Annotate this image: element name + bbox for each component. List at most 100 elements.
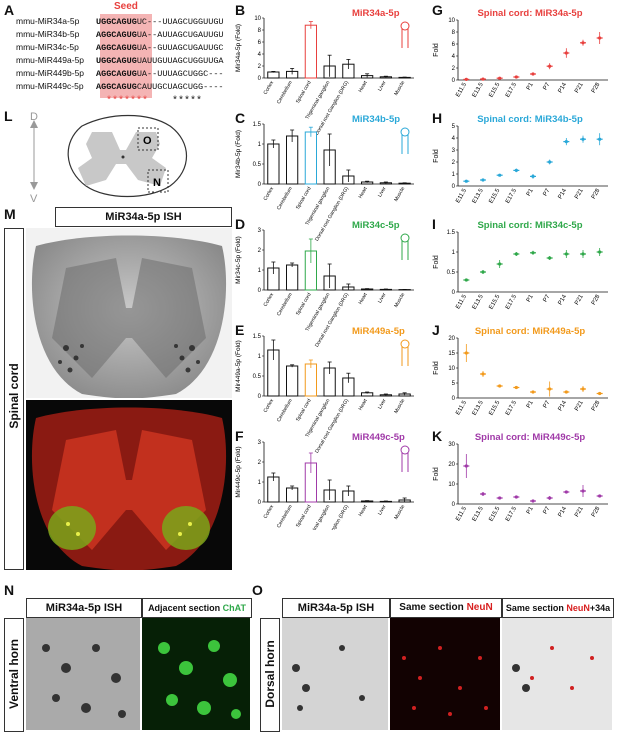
y-tick-label: 8 [452, 30, 456, 36]
x-tick-label: Cerebellum [276, 186, 294, 211]
x-tick-label: P28 [591, 81, 602, 94]
y-axis-label: Fold [433, 255, 440, 269]
panel-label-i: I [432, 216, 436, 232]
data-point [498, 173, 502, 177]
hairpin-icon [400, 445, 410, 472]
x-tick-label: E11.5 [455, 505, 468, 522]
data-point [564, 390, 568, 394]
dorsal-arrow-icon [30, 120, 38, 128]
y-tick-label: 0 [452, 396, 456, 402]
x-tick-label: P28 [591, 505, 602, 518]
data-point [481, 372, 485, 376]
x-tick-label: E11.5 [455, 187, 468, 204]
x-tick-label: Spinal cord [295, 80, 313, 105]
hairpin-icon [400, 233, 410, 260]
x-tick-label: E15.5 [488, 505, 501, 522]
n-header-right: Adjacent section ChAT [142, 598, 252, 618]
x-tick-label: P21 [574, 505, 585, 518]
sequence-row: mmu-MiR34c-5p AGGCAGUGUA--GUUAGCUGAUUGC [16, 42, 224, 53]
o-neun-image [390, 618, 500, 730]
x-tick-label: P1 [526, 505, 535, 515]
x-tick-label: P1 [526, 187, 535, 197]
panel-label-b: B [235, 2, 246, 18]
y-axis-label: Fold [433, 467, 440, 481]
data-point [564, 252, 568, 256]
spinal-cord-schematic: D V O N [20, 110, 230, 205]
bar [304, 131, 317, 185]
x-tick-label: P1 [526, 399, 535, 409]
panel-label-a: A [4, 2, 15, 18]
x-tick-label: Cerebellum [276, 80, 294, 105]
data-point [514, 385, 518, 390]
tail-conservation-stars: ***** [172, 96, 203, 107]
x-tick-label: P1 [526, 293, 535, 303]
bar [304, 363, 317, 397]
seed-label: Seed [114, 1, 138, 12]
ventral-arrow-icon [30, 182, 38, 190]
chart-F: MiR449c-5p Mir449c-5p (Fold) 0 1 2 3 Cortex Cer… [235, 432, 414, 560]
seed-conservation-stars: ******* [106, 96, 149, 107]
data-point [564, 140, 568, 144]
x-tick-label: Muscle [393, 80, 406, 97]
y-tick-label: 6 [258, 40, 262, 46]
data-point [598, 494, 602, 498]
ventral-label: V [30, 193, 38, 205]
chart-title: Spinal cord: MiR449c-5p [475, 432, 586, 443]
data-point [548, 256, 552, 260]
x-tick-label: Dorsal root Ganglion (DRG) [314, 80, 350, 137]
chart-title: Spinal cord: MiR34b-5p [477, 114, 583, 125]
x-tick-label: Heart [358, 503, 370, 517]
sequence-row: mmu-MiR449c-5p AGGCAGUGCAUUGCUAGCUGG---- [16, 81, 224, 92]
gray-matter [78, 132, 166, 186]
chart-G: Spinal cord: MiR34a-5p Fold 0 2 4 6 8 10 E11.5 E1… [433, 8, 608, 99]
chart-title: MiR34c-5p [352, 220, 400, 231]
hairpin-loop [400, 339, 410, 349]
y-axis-label: Mir34c-5p (Fold) [235, 236, 242, 284]
y-axis-label: Mir34a-5p (Fold) [235, 24, 242, 72]
x-tick-label: Muscle [393, 292, 406, 309]
y-tick-label: 2 [452, 66, 456, 72]
y-tick-label: 10 [448, 366, 455, 372]
x-tick-label: E11.5 [455, 399, 468, 416]
x-tick-label: Heart [358, 291, 370, 305]
x-tick-label: P14 [558, 505, 569, 518]
sequence-row: mmu-MiR449a-5p UGGCAGUGUAUUGUUAGCUGGUUGA [16, 55, 224, 66]
x-tick-label: Cerebellum [276, 504, 294, 529]
x-tick-label: P21 [574, 81, 585, 94]
bar [286, 264, 299, 291]
data-point [564, 490, 568, 494]
x-tick-label: E13.5 [472, 81, 485, 98]
x-tick-label: P14 [558, 399, 569, 412]
data-point [498, 76, 502, 80]
data-point [514, 168, 518, 172]
x-tick-label: Cerebellum [276, 292, 294, 317]
data-point [464, 179, 468, 183]
y-tick-label: 0 [452, 184, 456, 190]
chart-I: Spinal cord: MiR34c-5p Fold 0 0.5 1 1.5 E11.5 E… [433, 220, 608, 311]
panel-label-j: J [432, 322, 440, 338]
y-axis-label: Mir449c-5p (Fold) [235, 446, 242, 497]
data-point [531, 251, 535, 255]
y-tick-label: 2 [258, 64, 262, 70]
x-tick-label: Heart [358, 185, 370, 199]
panel-label-g: G [432, 2, 443, 18]
data-point [464, 77, 468, 81]
hairpin-icon [400, 339, 410, 366]
x-tick-label: P21 [574, 399, 585, 412]
x-tick-label: Heart [358, 79, 370, 93]
x-tick-label: E15.5 [488, 187, 501, 204]
data-point [498, 384, 502, 388]
x-tick-label: P1 [526, 81, 535, 91]
y-axis-label: Fold [433, 149, 440, 163]
y-tick-label: 1.5 [447, 230, 456, 236]
hairpin-loop [400, 233, 410, 243]
x-tick-label: Dorsal root Ganglion (DRG) [314, 398, 350, 455]
y-tick-label: 0 [258, 288, 262, 294]
data-point [581, 387, 585, 391]
x-tick-label: P7 [543, 505, 552, 515]
y-tick-label: 10 [448, 18, 455, 24]
x-tick-label: Dorsal root Ganglion (DRG) [314, 292, 350, 349]
y-tick-label: 15 [448, 351, 455, 357]
x-tick-label: P7 [543, 187, 552, 197]
bar [286, 365, 299, 397]
